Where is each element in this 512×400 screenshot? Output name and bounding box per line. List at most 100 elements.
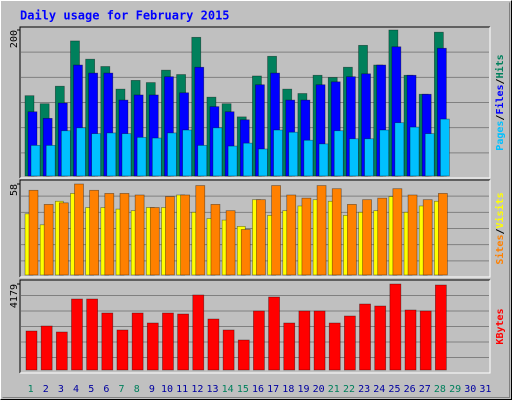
bar [438,193,448,276]
bar [192,294,205,371]
bar [258,148,268,177]
bar [91,133,101,177]
bar [146,322,159,371]
bar [86,298,98,371]
bar [253,310,265,371]
chart-title: Daily usage for February 2015 [20,9,230,23]
panel-border [19,179,490,277]
legend: Sites/Visits [494,192,506,264]
legend-separator: / [495,78,506,84]
bar [303,139,314,177]
bar [419,310,432,371]
bar [225,210,236,276]
bar [435,284,447,371]
x-tick-label: 10 [161,384,173,395]
bar [74,183,84,276]
bar [104,193,115,276]
x-tick-label: 29 [449,384,461,395]
x-tick-label: 22 [343,384,355,395]
y-tick-label: 200 [9,30,20,48]
x-tick-label: 24 [373,384,385,395]
x-tick-label: 13 [206,384,218,395]
bar [131,312,144,371]
x-tick-label: 25 [388,384,400,395]
bar [359,303,371,371]
x-tick-label: 11 [176,384,188,395]
legend-entry: Files [494,84,506,114]
panel-border [19,279,490,373]
bar [256,199,266,276]
bar [298,310,311,371]
bar [151,137,162,177]
legend: KBytes [495,308,506,344]
bar [28,189,39,276]
x-tick-label: 23 [358,384,370,395]
bar [177,313,189,371]
bar [394,122,405,177]
panel-border [19,26,490,178]
bar [374,305,387,371]
x-tick-label: 4 [73,384,79,395]
bar [344,315,356,371]
legend-entry: Visits [494,192,506,228]
bar [119,193,130,276]
x-tick-label: 16 [252,384,264,395]
bar [222,329,235,371]
bar [40,325,53,371]
bar [195,185,206,276]
panel-border [20,180,491,278]
bar [101,312,114,371]
bar [136,136,147,177]
bar [242,142,253,177]
bar [149,207,160,276]
legend-entry: Hits [494,54,506,78]
x-tick-label: 18 [282,384,294,395]
y-tick-label: 58 [9,184,20,196]
legend-entry: KBytes [495,308,506,344]
x-tick-label: 30 [464,384,476,395]
bar [331,188,342,276]
bar [404,309,417,371]
x-tick-label: 12 [191,384,203,395]
x-tick-label: 5 [88,384,94,395]
bar [121,133,132,177]
legend-separator: / [495,115,506,121]
bar [273,129,283,177]
bar [377,197,388,276]
x-tick-label: 7 [119,384,125,395]
bar [89,189,99,276]
bar [286,194,297,276]
bar [116,329,129,371]
x-tick-label: 21 [328,384,340,395]
bar [197,144,208,177]
x-tick-label: 9 [149,384,155,395]
x-tick-label: 8 [134,384,140,395]
bar [379,129,390,177]
bar [45,144,56,177]
bar [240,229,251,276]
x-tick-label: 15 [237,384,249,395]
y-tick-label: 4179 [9,284,20,308]
legend-entry: Pages [495,121,506,151]
bar [347,204,357,276]
bar [25,330,38,371]
bar [43,204,54,276]
legend: Pages/Files/Hits [494,54,506,150]
bar [106,132,117,177]
bar [60,130,71,177]
legend-separator: / [495,228,506,234]
panel-border [20,27,491,179]
bar [440,118,450,177]
bar [207,318,220,371]
bar [318,143,329,177]
bar [288,131,299,177]
bar [362,199,372,276]
bar [333,130,344,177]
bar [162,312,174,371]
bar [30,144,41,177]
bar [210,204,221,276]
x-tick-label: 17 [267,384,279,395]
bar [58,202,69,276]
bar [392,188,403,276]
